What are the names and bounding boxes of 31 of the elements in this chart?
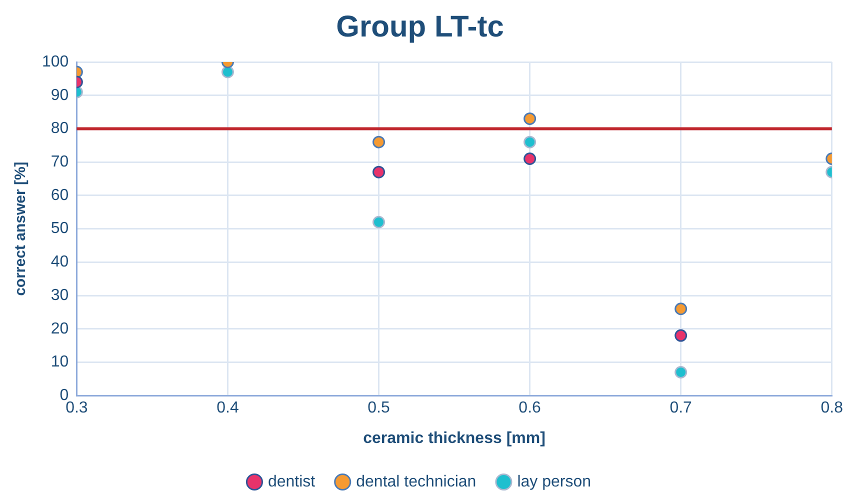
x-tick-label: 0.5 xyxy=(368,400,390,417)
point xyxy=(524,136,536,148)
y-tick-label: 50 xyxy=(50,220,69,238)
y-tick-label: 20 xyxy=(50,320,69,338)
y-tick-label: 80 xyxy=(50,120,69,138)
point xyxy=(524,112,536,125)
x-tick-label: 0.6 xyxy=(518,400,542,417)
y-tick-label: 10 xyxy=(50,354,69,371)
point xyxy=(674,302,688,316)
x-tick-label: 0.8 xyxy=(820,400,844,417)
x-axis-title: ceramic thickness [mm] xyxy=(363,430,546,447)
point xyxy=(674,329,688,342)
y-tick-label: 40 xyxy=(50,254,69,271)
point xyxy=(524,152,536,165)
y-tick-label: 70 xyxy=(50,153,69,170)
chart-title: Group LT-tc xyxy=(336,10,504,44)
point xyxy=(372,166,386,178)
point xyxy=(674,366,688,378)
y-tick-label: 90 xyxy=(50,86,69,104)
x-tick-label: 0.4 xyxy=(216,400,239,417)
x-tick-label: 0.3 xyxy=(66,400,88,417)
legend-label: dentist xyxy=(268,473,316,490)
y-tick-label: 60 xyxy=(50,186,69,204)
point xyxy=(372,216,386,228)
legend-label: lay person xyxy=(517,473,592,490)
y-tick-label: 30 xyxy=(50,286,69,304)
point xyxy=(372,136,386,148)
y-tick-label: 100 xyxy=(42,53,69,70)
y-axis-title: correct answer [%] xyxy=(12,162,30,296)
legend-label: dental technician xyxy=(356,473,476,490)
x-tick-label: 0.7 xyxy=(670,400,692,417)
